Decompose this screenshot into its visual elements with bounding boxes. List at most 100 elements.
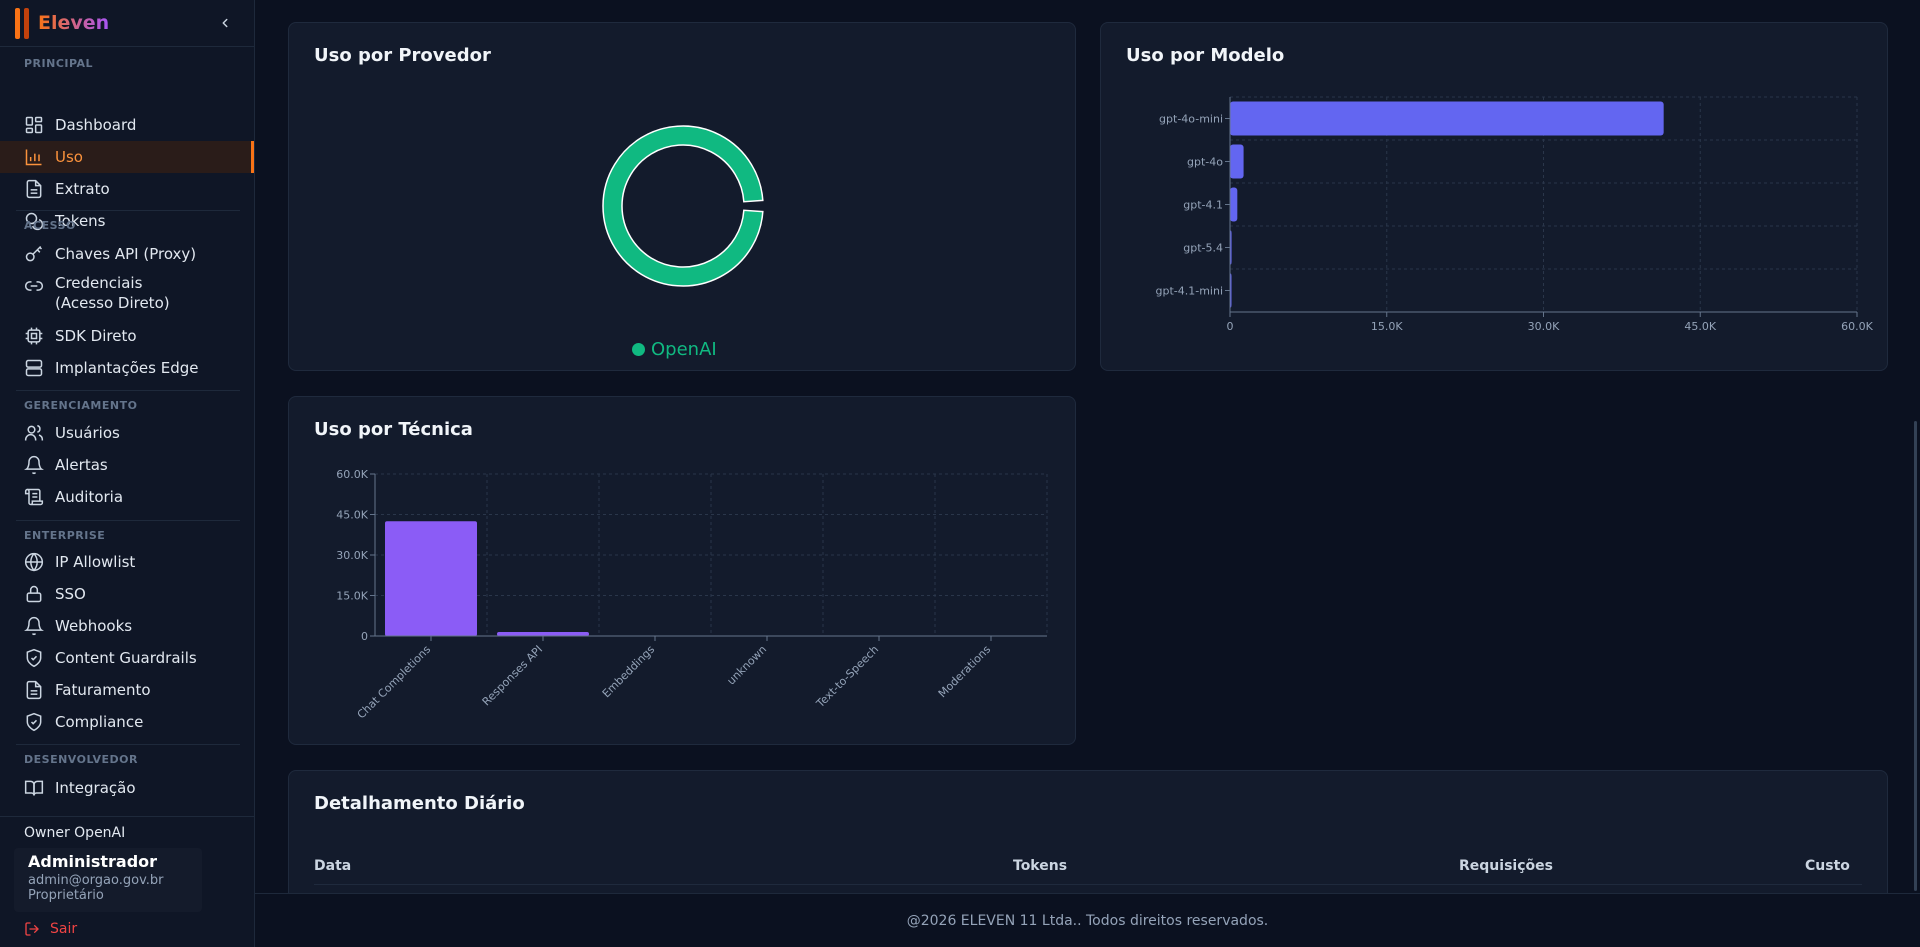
sidebar-item-label: Usuários	[55, 424, 120, 442]
cpu-icon	[25, 327, 43, 345]
sidebar-item-chaves-api[interactable]: Chaves API (Proxy)	[0, 238, 254, 270]
user-card[interactable]: Administrador admin@orgao.gov.br Proprie…	[14, 848, 202, 912]
bell-icon	[24, 455, 44, 475]
user-area: Owner OpenAI Administrador admin@orgao.g…	[0, 816, 254, 947]
user-name: Administrador	[28, 852, 158, 871]
section-label-gerenciamento: GERENCIAMENTO	[24, 399, 138, 412]
brand-name: Eleven	[38, 12, 110, 34]
sidebar-nav: PRINCIPAL Dashboard Uso Extrato Tokens A…	[0, 48, 254, 816]
provider-legend[interactable]: OpenAI	[632, 339, 717, 360]
sidebar-item-auditoria[interactable]: Auditoria	[0, 481, 254, 513]
x-tick-label: 45.0K	[1684, 320, 1716, 333]
bar-Responses API[interactable]	[497, 631, 589, 636]
sidebar-item-tokens[interactable]: Tokens	[0, 205, 254, 237]
section-label-acesso: ACESSO	[24, 219, 76, 232]
collapse-sidebar-button[interactable]	[213, 11, 237, 35]
shield-check-icon	[26, 712, 42, 732]
sidebar-item-uso[interactable]: Uso	[0, 141, 254, 173]
globe-icon	[24, 552, 44, 572]
sidebar-item-compliance[interactable]: Compliance	[0, 706, 254, 738]
card-title: Uso por Técnica	[314, 419, 473, 440]
scroll-icon	[24, 488, 44, 506]
y-tick-label: gpt-4.1	[1183, 199, 1223, 212]
bar-gpt-4o-mini[interactable]	[1230, 101, 1664, 136]
x-tick-label: 30.0K	[1528, 320, 1560, 333]
brand: Eleven	[0, 0, 254, 47]
sidebar-item-label: Content Guardrails	[55, 649, 197, 667]
sidebar-item-ip-allowlist[interactable]: IP Allowlist	[0, 546, 254, 578]
sidebar-item-faturamento[interactable]: Faturamento	[0, 674, 254, 706]
scrollbar[interactable]	[1914, 421, 1917, 891]
x-tick-label: Moderations	[936, 643, 993, 700]
sidebar: Eleven PRINCIPAL Dashboard Uso Extrato T…	[0, 0, 255, 947]
table-header: Data Tokens Requisições Custo	[314, 849, 1862, 885]
bar-chart-icon	[25, 149, 42, 166]
section-label-principal: PRINCIPAL	[24, 57, 94, 70]
y-tick-label: 15.0K	[336, 590, 368, 603]
legend-swatch	[632, 343, 645, 356]
x-tick-label: 15.0K	[1371, 320, 1403, 333]
file-text-icon	[26, 179, 42, 199]
column-header-data[interactable]: Data	[314, 858, 352, 874]
legend-label-openai: OpenAI	[651, 339, 717, 360]
sidebar-item-label: Implantações Edge	[55, 359, 199, 377]
sidebar-item-sso[interactable]: SSO	[0, 578, 254, 610]
logo-icon	[15, 7, 29, 39]
card-title: Uso por Modelo	[1126, 45, 1285, 66]
sidebar-item-content-guardrails[interactable]: Content Guardrails	[0, 642, 254, 674]
bar-Chat Completions[interactable]	[385, 521, 477, 636]
provider-usage-card: Uso por Provedor OpenAI	[288, 22, 1076, 371]
column-header-custo[interactable]: Custo	[1805, 858, 1850, 874]
sidebar-item-label: Webhooks	[55, 617, 133, 635]
logout-button[interactable]: Sair	[24, 921, 77, 937]
section-label-desenvolvedor: DESENVOLVEDOR	[24, 753, 138, 766]
y-tick-label: gpt-5.4	[1183, 242, 1223, 255]
log-out-icon	[25, 922, 39, 936]
sidebar-item-sdk-direto[interactable]: SDK Direto	[0, 320, 254, 352]
card-title: Uso por Provedor	[314, 45, 491, 66]
bar-gpt-4o[interactable]	[1230, 144, 1244, 179]
bar-gpt-4.1[interactable]	[1230, 187, 1238, 222]
x-tick-label: Text-to-Speech	[813, 643, 881, 711]
x-tick-label: 0	[1227, 320, 1234, 333]
sidebar-item-label: Faturamento	[55, 681, 151, 699]
divider	[16, 520, 240, 521]
sidebar-item-label: Uso	[55, 148, 83, 166]
sidebar-item-extrato[interactable]: Extrato	[0, 173, 254, 205]
sidebar-item-integracao[interactable]: Integração	[0, 772, 254, 804]
model-bar-chart: 0 15.0K 30.0K 45.0K 60.0K gpt-4o-mini gpt-4o gp…	[1155, 96, 1874, 333]
x-tick-label: Embeddings	[600, 643, 658, 701]
donut-slice-openai[interactable]	[602, 125, 764, 287]
sidebar-item-webhooks[interactable]: Webhooks	[0, 610, 254, 642]
provider-donut-chart	[602, 125, 764, 287]
y-tick-label: 0	[361, 630, 368, 643]
owner-label: Owner OpenAI	[24, 825, 126, 841]
sidebar-item-implantacoes-edge[interactable]: Implantações Edge	[0, 352, 254, 384]
link-icon	[24, 281, 44, 291]
sidebar-item-label: Chaves API (Proxy)	[55, 245, 197, 263]
footer-text: @2026 ELEVEN 11 Ltda.. Todos direitos re…	[906, 912, 1269, 929]
sidebar-item-label: Auditoria	[55, 488, 124, 506]
file-text-icon	[26, 680, 42, 700]
footer: @2026 ELEVEN 11 Ltda.. Todos direitos re…	[255, 893, 1920, 947]
y-tick-label: 60.0K	[336, 468, 368, 481]
card-title: Detalhamento Diário	[314, 793, 525, 814]
sidebar-item-usuarios[interactable]: Usuários	[0, 417, 254, 449]
sidebar-item-label: Alertas	[55, 456, 108, 474]
column-header-requisicoes[interactable]: Requisições	[1459, 858, 1553, 874]
x-tick-label: Chat Completions	[355, 643, 434, 722]
layout-grid-icon	[25, 116, 43, 134]
divider	[16, 390, 240, 391]
x-tick-label: 60.0K	[1841, 320, 1873, 333]
sidebar-item-label: Compliance	[55, 713, 144, 731]
divider	[16, 744, 240, 745]
users-icon	[24, 424, 44, 441]
y-tick-label: gpt-4o	[1187, 156, 1223, 169]
column-header-tokens[interactable]: Tokens	[1013, 858, 1068, 874]
x-tick-label: Responses API	[480, 643, 545, 708]
sidebar-item-alertas[interactable]: Alertas	[0, 449, 254, 481]
sidebar-item-credenciais[interactable]: Credenciais (Acesso Direto)	[0, 270, 254, 316]
model-usage-card: Uso por Modelo 0 15.0K 30.0K 45.0K 60.0K gpt-…	[1100, 22, 1888, 371]
sidebar-item-dashboard[interactable]: Dashboard	[0, 109, 254, 141]
